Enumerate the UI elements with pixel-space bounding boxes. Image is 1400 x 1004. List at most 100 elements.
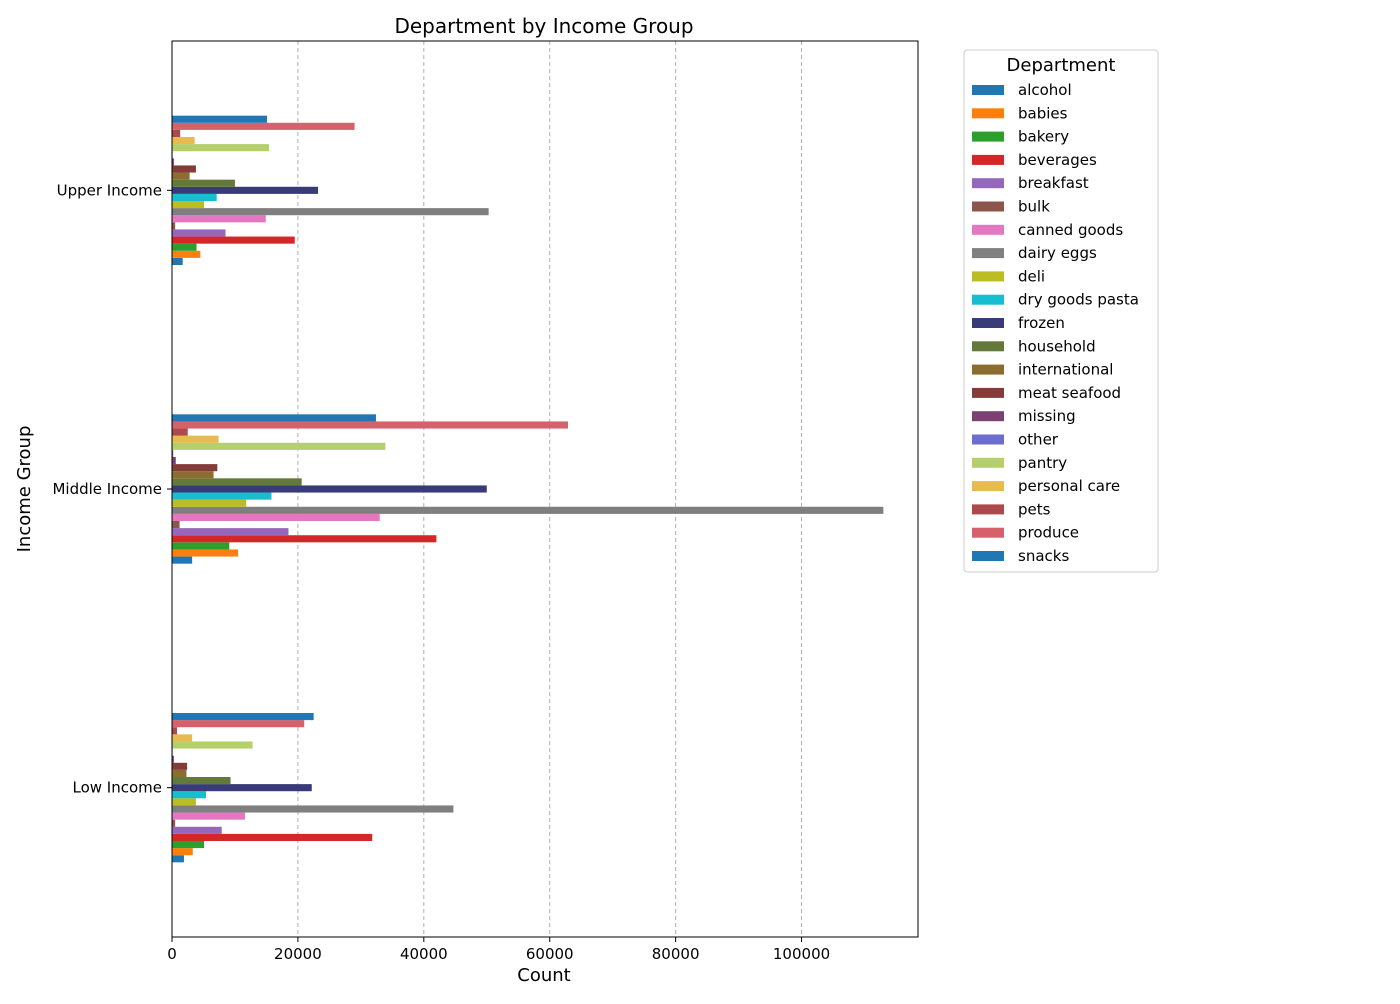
legend-label-babies: babies — [1018, 104, 1068, 122]
legend-swatch-international — [972, 364, 1004, 375]
bar-produce-0 — [172, 720, 305, 728]
bar-household-1 — [172, 478, 302, 486]
bar-meat-seafood-2 — [172, 165, 196, 173]
bars — [172, 115, 884, 863]
x-tick-label-1: 20000 — [274, 945, 322, 963]
y-tick-label-2: Upper Income — [57, 181, 162, 199]
bar-pets-0 — [172, 727, 178, 735]
bar-international-2 — [172, 172, 190, 180]
legend-swatch-bulk — [972, 201, 1004, 212]
bar-missing-1 — [172, 457, 176, 465]
legend-label-bulk: bulk — [1018, 198, 1050, 216]
bar-dairy-eggs-0 — [172, 805, 454, 813]
legend-swatch-pantry — [972, 457, 1004, 468]
bar-pantry-2 — [172, 144, 269, 152]
bar-bakery-2 — [172, 243, 197, 251]
y-tick-label-0: Low Income — [72, 779, 162, 797]
x-tick-label-0: 0 — [167, 945, 177, 963]
legend-swatch-beverages — [972, 154, 1004, 165]
bar-beverages-1 — [172, 535, 437, 543]
bar-babies-2 — [172, 250, 201, 258]
bar-frozen-1 — [172, 485, 487, 493]
x-tick-label-2: 40000 — [400, 945, 448, 963]
bar-other-1 — [172, 449, 174, 457]
legend-label-alcohol: alcohol — [1018, 81, 1072, 99]
legend-swatch-household — [972, 341, 1004, 352]
bar-beverages-2 — [172, 236, 295, 244]
bar-personal-care-2 — [172, 137, 195, 145]
legend-label-canned-goods: canned goods — [1018, 221, 1123, 239]
legend-label-pantry: pantry — [1018, 454, 1067, 472]
bar-personal-care-0 — [172, 734, 193, 742]
legend-label-breakfast: breakfast — [1018, 174, 1089, 192]
bar-babies-0 — [172, 848, 193, 856]
legend-swatch-bakery — [972, 131, 1004, 142]
legend-label-international: international — [1018, 361, 1113, 379]
bar-dry-goods-pasta-2 — [172, 193, 217, 201]
bar-household-2 — [172, 179, 235, 187]
bar-bulk-2 — [172, 222, 176, 230]
legend: Department alcohol babies bakery beverages b… — [963, 49, 1159, 573]
legend-swatch-breakfast — [972, 178, 1004, 189]
x-tick-label-4: 80000 — [652, 945, 700, 963]
bar-deli-1 — [172, 499, 247, 507]
legend-label-produce: produce — [1018, 524, 1079, 542]
bar-alcohol-1 — [172, 556, 193, 564]
bar-missing-2 — [172, 158, 174, 166]
bar-dairy-eggs-2 — [172, 208, 489, 216]
bar-personal-care-1 — [172, 435, 219, 443]
x-axis-ticks: 0 20000 40000 60000 80000 100000 — [167, 937, 830, 963]
bar-produce-2 — [172, 122, 355, 130]
legend-swatch-missing — [972, 411, 1004, 422]
bar-frozen-2 — [172, 186, 319, 194]
bar-alcohol-2 — [172, 257, 183, 265]
legend-label-personal-care: personal care — [1018, 477, 1120, 495]
bar-beverages-0 — [172, 833, 373, 841]
bar-bulk-1 — [172, 521, 180, 529]
legend-label-deli: deli — [1018, 267, 1045, 285]
chart-title: Department by Income Group — [394, 14, 693, 38]
bar-international-0 — [172, 769, 187, 777]
legend-swatch-snacks — [972, 551, 1004, 561]
legend-swatch-dairy-eggs — [972, 248, 1004, 259]
legend-swatch-frozen — [972, 318, 1004, 328]
legend-swatch-other — [972, 434, 1004, 445]
legend-label-meat-seafood: meat seafood — [1018, 384, 1121, 402]
x-tick-label-3: 60000 — [526, 945, 574, 963]
bar-snacks-1 — [172, 414, 376, 422]
bar-breakfast-2 — [172, 229, 226, 237]
legend-title: Department — [1007, 55, 1116, 76]
bar-canned-goods-1 — [172, 513, 380, 521]
legend-swatch-deli — [972, 271, 1004, 282]
legend-swatch-pets — [972, 504, 1004, 515]
y-axis-ticks: Low Income Middle Income Upper Income — [52, 181, 172, 797]
bar-produce-1 — [172, 421, 568, 429]
bar-canned-goods-0 — [172, 812, 246, 820]
legend-label-bakery: bakery — [1018, 128, 1069, 146]
legend-swatch-alcohol — [972, 85, 1004, 95]
legend-label-missing: missing — [1018, 407, 1076, 425]
legend-items: alcohol babies bakery beverages breakfast bul… — [972, 81, 1139, 565]
bar-dry-goods-pasta-0 — [172, 791, 206, 799]
bar-snacks-2 — [172, 115, 268, 123]
bar-bakery-1 — [172, 542, 230, 550]
x-axis-label: Count — [517, 965, 570, 986]
bar-bakery-0 — [172, 841, 205, 849]
legend-swatch-meat-seafood — [972, 387, 1004, 398]
legend-label-dry-goods-pasta: dry goods pasta — [1018, 291, 1139, 309]
legend-swatch-canned-goods — [972, 224, 1004, 235]
bar-alcohol-0 — [172, 855, 184, 863]
bar-snacks-0 — [172, 713, 314, 721]
bar-deli-2 — [172, 201, 205, 209]
bar-pantry-0 — [172, 741, 253, 749]
bar-meat-seafood-0 — [172, 762, 188, 770]
bar-pets-2 — [172, 129, 181, 137]
bar-international-1 — [172, 471, 214, 479]
bar-breakfast-0 — [172, 826, 222, 834]
bar-canned-goods-2 — [172, 215, 266, 223]
bar-missing-0 — [172, 755, 174, 763]
legend-label-dairy-eggs: dairy eggs — [1018, 244, 1097, 262]
bar-breakfast-1 — [172, 528, 289, 536]
